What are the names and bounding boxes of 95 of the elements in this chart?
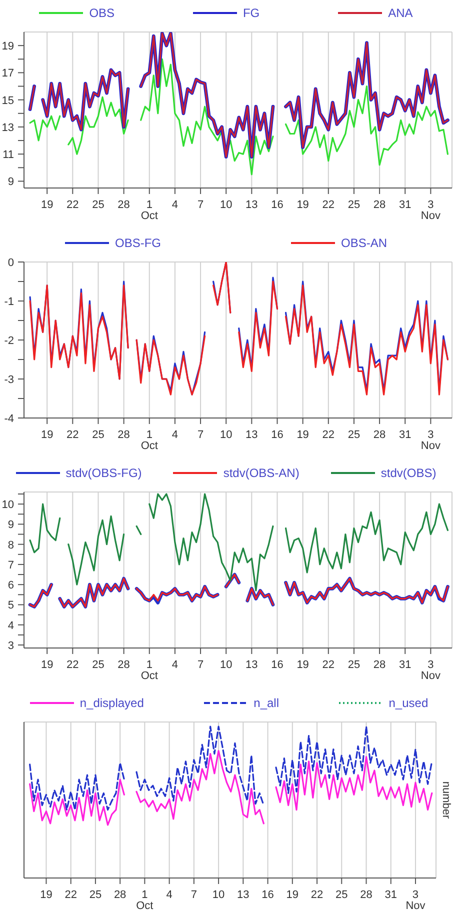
x-tick-label: 25: [92, 429, 104, 441]
x-tick-label: 3 Nov: [420, 199, 441, 222]
x-tick-label: 19: [296, 429, 309, 441]
x-tick-label: 31: [398, 429, 412, 441]
x-tick-label: 25: [89, 889, 102, 901]
x-tick-label: 7: [197, 659, 204, 671]
y-tick-label: -2: [4, 335, 14, 347]
y-tick-label: 3: [8, 640, 14, 652]
x-tick-label: 28: [118, 429, 130, 441]
legend-label: n_all: [254, 696, 280, 710]
x-tick-label: 22: [66, 659, 79, 671]
x-tick-label: 31: [384, 889, 397, 901]
legend-label: OBS-FG: [114, 236, 161, 250]
y-tick-label: -3: [4, 374, 14, 386]
legend-label: OBS-AN: [340, 236, 387, 250]
y-axis-title: number: [440, 781, 452, 819]
x-tick-label: 22: [64, 889, 77, 901]
x-tick-label: 10: [220, 199, 232, 211]
x-tick-label: 10: [220, 659, 232, 671]
x-tick-label: 31: [398, 659, 412, 671]
x-tick-label: 19: [296, 199, 309, 211]
x-tick-label: 1 Oct: [140, 429, 158, 452]
x-tick-label: 22: [310, 889, 324, 901]
x-tick-label: 16: [271, 429, 284, 441]
x-tick-label: 19: [40, 199, 54, 211]
y-tick-label: -4: [4, 413, 14, 425]
x-tick-label: 13: [246, 429, 258, 441]
x-tick-label: 28: [360, 889, 372, 901]
x-tick-label: 19: [286, 889, 299, 901]
x-tick-label: 25: [348, 429, 360, 441]
legend-label: stdv(OBS-FG): [66, 466, 142, 480]
x-tick-label: 22: [66, 429, 79, 441]
x-tick-label: 7: [197, 429, 204, 441]
legend-label: stdv(OBS): [380, 466, 436, 480]
x-tick-label: 25: [348, 199, 360, 211]
x-tick-label: 22: [322, 199, 335, 211]
y-tick-label: 0: [8, 257, 14, 269]
legend-label: stdv(OBS-AN): [223, 466, 300, 480]
x-tick-label: 19: [40, 429, 54, 441]
x-tick-label: 16: [262, 889, 274, 901]
y-tick-label: 17: [2, 68, 14, 80]
x-tick-label: 1 Oct: [136, 889, 154, 912]
y-tick-label: 4: [8, 620, 14, 632]
legend-label: ANA: [388, 6, 413, 20]
y-tick-label: 7: [8, 559, 14, 572]
x-tick-label: 28: [373, 199, 386, 211]
y-tick-label: 10: [2, 499, 14, 512]
y-tick-label: 11: [2, 149, 14, 162]
x-tick-label: 7: [190, 889, 197, 901]
x-tick-label: 16: [271, 659, 284, 671]
x-tick-label: 4: [172, 659, 178, 671]
legend-label: FG: [242, 6, 260, 20]
y-tick-label: 9: [8, 176, 14, 188]
x-tick-label: 22: [322, 429, 335, 441]
y-tick-label: 8: [8, 539, 14, 552]
x-tick-label: 25: [336, 889, 348, 901]
x-tick-label: 28: [118, 199, 130, 211]
x-tick-label: 3 Nov: [406, 889, 426, 912]
x-tick-label: 10: [212, 889, 225, 901]
x-tick-label: 10: [220, 429, 232, 441]
y-tick-label: 19: [2, 40, 14, 53]
x-tick-label: 16: [271, 199, 284, 211]
x-tick-label: 28: [373, 659, 386, 671]
y-tick-label: 15: [2, 94, 14, 107]
x-tick-label: 4: [172, 429, 178, 441]
y-tick-label: 6: [8, 580, 14, 592]
x-tick-label: 4: [172, 199, 178, 211]
x-tick-label: 19: [40, 659, 54, 671]
x-tick-label: 13: [246, 199, 258, 211]
x-tick-label: 25: [92, 659, 104, 671]
x-tick-label: 28: [373, 429, 386, 441]
x-tick-label: 1 Oct: [140, 659, 158, 682]
x-tick-label: 3 Nov: [420, 659, 441, 682]
legend-label: OBS: [89, 6, 115, 20]
x-tick-label: 13: [237, 889, 250, 901]
y-tick-label: 5: [8, 600, 14, 612]
x-tick-label: 4: [166, 889, 172, 901]
x-tick-label: 19: [296, 659, 309, 671]
y-tick-label: -1: [4, 296, 14, 308]
x-tick-label: 22: [322, 659, 335, 671]
x-tick-label: 3 Nov: [420, 429, 441, 452]
x-tick-label: 31: [398, 199, 412, 211]
legend-label: n_used: [388, 696, 428, 710]
y-tick-label: 9: [8, 519, 14, 532]
x-tick-label: 28: [114, 889, 126, 901]
x-tick-label: 13: [246, 659, 258, 671]
legend-label: n_displayed: [80, 696, 144, 710]
x-tick-label: 7: [197, 199, 204, 211]
x-tick-label: 19: [40, 889, 52, 901]
x-tick-label: 25: [92, 199, 104, 211]
x-tick-label: 1 Oct: [140, 199, 158, 222]
x-tick-label: 22: [66, 199, 79, 211]
y-tick-label: 13: [2, 122, 14, 134]
x-tick-label: 25: [348, 659, 360, 671]
x-tick-label: 28: [118, 659, 130, 671]
